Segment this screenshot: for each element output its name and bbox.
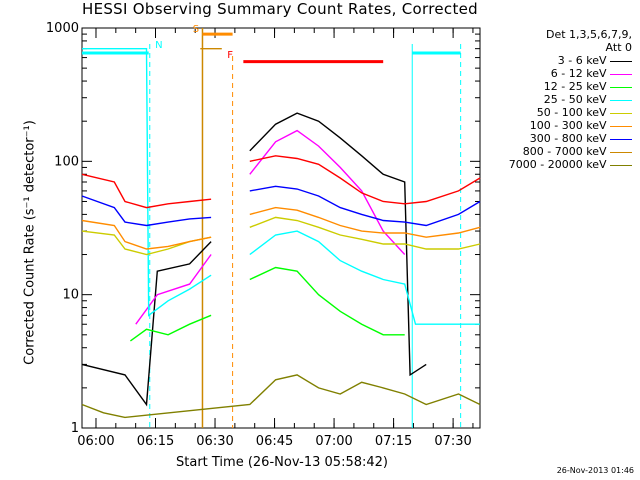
legend-header-line: Att 0: [605, 41, 632, 54]
y-tick-label: 1000: [46, 21, 79, 36]
legend-entry: 50 - 100 keV: [482, 106, 632, 119]
legend-label: 25 - 50 keV: [543, 93, 610, 106]
legend-entry: 7000 - 20000 keV: [482, 158, 632, 171]
legend-entry: 300 - 800 keV: [482, 132, 632, 145]
annotation-label: N: [155, 40, 162, 51]
series-line: [81, 206, 481, 250]
x-tick-label: 07:15: [375, 434, 412, 449]
legend-label: 12 - 25 keV: [543, 80, 610, 93]
legend-label: 7000 - 20000 keV: [508, 158, 610, 171]
annotation-label: F: [227, 50, 233, 61]
legend-swatch: [610, 99, 632, 101]
legend-swatch: [610, 151, 632, 153]
legend-entry: 12 - 25 keV: [482, 80, 632, 93]
y-tick-label: 100: [54, 154, 79, 169]
series-line: [82, 48, 480, 325]
legend-swatch: [610, 125, 632, 127]
legend-label: 100 - 300 keV: [529, 119, 610, 132]
legend-header: Det 1,3,5,6,7,9, Att 0: [482, 28, 632, 54]
x-tick-label: 07:00: [315, 434, 352, 449]
y-axis-label: Corrected Count Rate (s⁻¹ detector⁻¹): [22, 120, 38, 365]
x-tick-label: 06:00: [77, 434, 114, 449]
legend-label: 300 - 800 keV: [529, 132, 610, 145]
legend-label: 3 - 6 keV: [557, 54, 610, 67]
legend-entry: 6 - 12 keV: [482, 67, 632, 80]
series-line: [81, 155, 481, 209]
x-tick-label: 06:15: [137, 434, 174, 449]
x-tick-label: 06:45: [256, 434, 293, 449]
legend-swatch: [610, 112, 632, 114]
legend-entry: 800 - 7000 keV: [482, 145, 632, 158]
legend-rows: 3 - 6 keV 6 - 12 keV 12 - 25 keV 25 - 50…: [482, 54, 632, 171]
footer-timestamp: 26-Nov-2013 01:46: [556, 466, 634, 475]
y-tick-label: 10: [62, 288, 79, 303]
legend-swatch: [610, 73, 632, 75]
annotation-label: S: [193, 24, 199, 35]
chart-title: HESSI Observing Summary Count Rates, Cor…: [82, 0, 478, 18]
x-tick-label: 07:30: [434, 434, 471, 449]
legend-label: 800 - 7000 keV: [522, 145, 610, 158]
series-line: [135, 129, 406, 325]
x-tick-label: 06:30: [196, 434, 233, 449]
legend-swatch: [610, 60, 632, 62]
legend-entry: 3 - 6 keV: [482, 54, 632, 67]
legend-swatch: [610, 138, 632, 140]
legend-entry: 25 - 50 keV: [482, 93, 632, 106]
legend-swatch: [610, 164, 632, 166]
x-axis-label: Start Time (26-Nov-13 05:58:42): [176, 455, 388, 470]
legend-entry: 100 - 300 keV: [482, 119, 632, 132]
legend-label: 6 - 12 keV: [550, 67, 610, 80]
legend-header-line: Det 1,3,5,6,7,9,: [545, 28, 632, 41]
series-line: [81, 185, 481, 227]
series-line: [81, 374, 481, 419]
legend: Det 1,3,5,6,7,9, Att 0 3 - 6 keV 6 - 12 …: [482, 28, 632, 171]
legend-label: 50 - 100 keV: [536, 106, 610, 119]
legend-swatch: [610, 86, 632, 88]
series-line: [81, 112, 427, 407]
y-tick-label: 1: [71, 421, 79, 436]
series-line: [129, 266, 405, 342]
